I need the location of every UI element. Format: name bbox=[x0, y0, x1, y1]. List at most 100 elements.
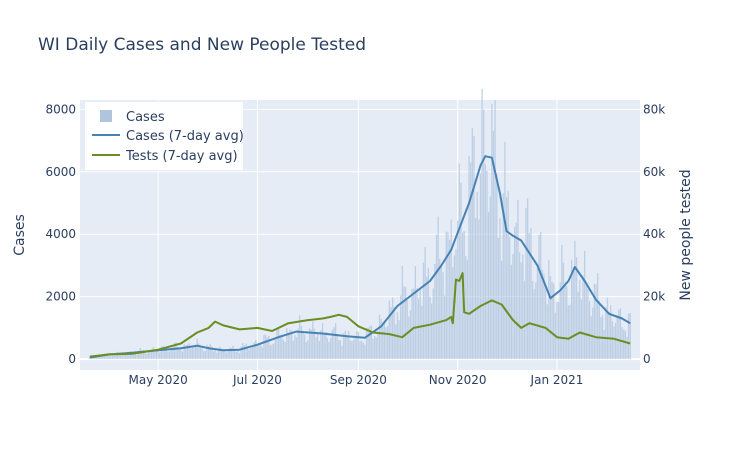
cases-bar bbox=[548, 260, 550, 360]
cases-avg-line bbox=[89, 155, 631, 359]
cases-bar bbox=[517, 199, 519, 360]
cases-bar bbox=[196, 338, 198, 360]
cases-bar bbox=[194, 344, 197, 360]
cases-bar bbox=[391, 297, 394, 360]
cases-bar bbox=[585, 285, 587, 360]
cases-bar bbox=[404, 287, 407, 360]
cases-bar bbox=[240, 346, 242, 360]
cases-bar bbox=[328, 341, 330, 360]
cases-bar bbox=[188, 343, 190, 360]
cases-bar bbox=[527, 198, 529, 360]
cases-bar bbox=[523, 281, 526, 360]
cases-bar bbox=[230, 347, 233, 360]
cases-bar bbox=[559, 282, 561, 360]
y-tick-label: 4000 bbox=[45, 227, 76, 241]
cases-bar bbox=[201, 348, 203, 360]
cases-bar bbox=[510, 264, 513, 360]
cases-bar bbox=[331, 330, 333, 360]
cases-bar bbox=[486, 170, 488, 360]
cases-bar bbox=[206, 344, 208, 360]
cases-bar bbox=[115, 354, 117, 360]
cases-bar bbox=[470, 162, 472, 360]
cases-bar bbox=[160, 346, 163, 360]
cases-bar bbox=[90, 357, 93, 360]
cases-bar bbox=[199, 347, 202, 360]
cases-bar bbox=[592, 307, 594, 360]
cases-bar bbox=[584, 250, 586, 360]
cases-bar bbox=[286, 328, 288, 360]
cases-bar bbox=[621, 327, 623, 360]
cases-bar bbox=[110, 355, 112, 360]
cases-bar bbox=[401, 265, 403, 360]
cases-bar bbox=[457, 220, 459, 360]
cases-bar bbox=[133, 354, 135, 360]
cases-bar bbox=[263, 334, 265, 360]
cases-bar bbox=[338, 339, 340, 360]
cases-bar bbox=[614, 322, 617, 360]
cases-bar bbox=[434, 263, 436, 360]
cases-bar bbox=[429, 296, 431, 360]
x-tick-label: Nov 2020 bbox=[429, 373, 487, 387]
legend-swatch-cases[interactable] bbox=[100, 110, 112, 122]
cases-bar bbox=[256, 345, 259, 360]
y2-tick-label: 60k bbox=[643, 165, 665, 179]
cases-bar bbox=[300, 325, 303, 360]
y2-tick-label: 40k bbox=[643, 227, 665, 241]
cases-bar bbox=[606, 297, 609, 360]
cases-bar bbox=[557, 302, 560, 360]
cases-bar bbox=[170, 350, 172, 360]
cases-bar bbox=[321, 323, 324, 360]
cases-bar bbox=[390, 307, 392, 360]
cases-bar bbox=[471, 128, 473, 360]
cases-bar bbox=[289, 329, 291, 360]
cases-bar bbox=[605, 307, 607, 360]
cases-bar bbox=[556, 301, 558, 360]
cases-bar bbox=[271, 344, 273, 360]
legend-label-tests-avg[interactable]: Tests (7-day avg) bbox=[125, 149, 238, 164]
cases-bar bbox=[216, 352, 218, 360]
cases-bar bbox=[297, 328, 299, 360]
legend-label-cases[interactable]: Cases bbox=[126, 110, 165, 125]
cases-bar bbox=[610, 305, 612, 360]
cases-bar bbox=[546, 304, 548, 360]
cases-bar bbox=[499, 218, 501, 360]
cases-bar bbox=[502, 193, 504, 360]
cases-bar bbox=[575, 256, 578, 360]
cases-bar bbox=[346, 334, 348, 360]
cases-bar bbox=[326, 338, 329, 360]
cases-bar bbox=[509, 236, 511, 360]
cases-bar bbox=[574, 240, 576, 360]
cases-bar bbox=[577, 291, 579, 360]
cases-bar bbox=[290, 330, 293, 360]
cases-bar bbox=[512, 253, 514, 360]
cases-bar bbox=[627, 313, 630, 360]
cases-bar bbox=[313, 328, 316, 360]
cases-bar bbox=[136, 354, 138, 360]
cases-bar bbox=[408, 316, 410, 360]
cases-bar bbox=[103, 353, 106, 360]
cases-bar bbox=[458, 163, 460, 360]
cases-bar bbox=[543, 273, 545, 360]
legend-label-cases-avg[interactable]: Cases (7-day avg) bbox=[126, 129, 244, 144]
cases-bar bbox=[219, 346, 221, 360]
cases-bar bbox=[570, 259, 573, 360]
cases-bar bbox=[624, 330, 626, 360]
cases-bar bbox=[232, 345, 234, 360]
cases-bar bbox=[220, 350, 223, 360]
y-axis-ticks: 0 2000 4000 6000 8000 bbox=[45, 102, 76, 366]
cases-bar bbox=[227, 351, 229, 360]
cases-bar bbox=[450, 219, 452, 360]
cases-bar bbox=[478, 219, 480, 360]
cases-bar bbox=[144, 352, 146, 360]
cases-bar bbox=[349, 340, 351, 360]
cases-bar bbox=[154, 350, 156, 360]
cases-bar bbox=[360, 340, 363, 360]
cases-bar bbox=[474, 217, 477, 360]
cases-bar bbox=[377, 331, 379, 360]
cases-bar bbox=[569, 304, 571, 360]
cases-bar bbox=[613, 326, 615, 360]
cases-bar bbox=[323, 334, 325, 360]
cases-bar bbox=[102, 356, 104, 360]
cases-bar bbox=[266, 337, 268, 360]
cases-bar bbox=[419, 288, 421, 360]
